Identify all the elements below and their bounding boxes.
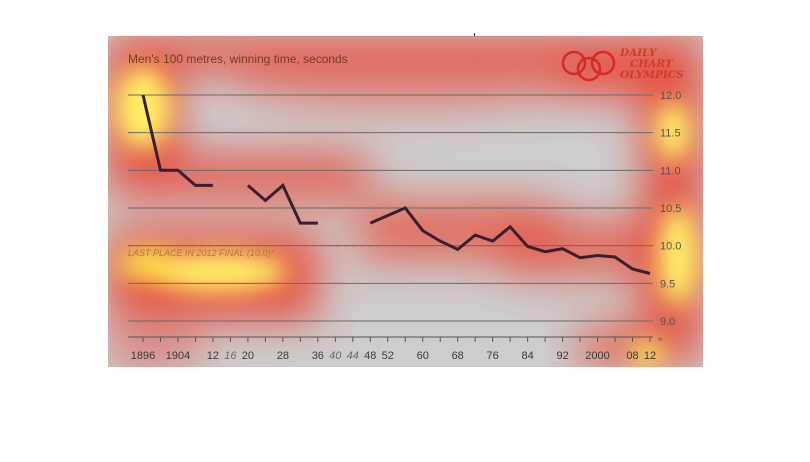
x-tick-label: 84	[521, 350, 533, 362]
x-tick-label: 12	[644, 350, 656, 362]
x-tick-label: 1896	[131, 350, 155, 362]
logo-line-3: OLYMPICS	[620, 69, 684, 81]
line-chart: ≈1896 1904 12 16 20 28 36 40 44 48 52 60 68 76 84 92 200…	[128, 50, 681, 362]
series-line	[369, 206, 651, 275]
x-tick-label: 44	[347, 350, 359, 362]
x-tick-label: 16	[224, 350, 237, 362]
x-tick-label: 48	[364, 350, 376, 362]
x-tick-label: 52	[382, 350, 394, 362]
olympic-ring-icon	[576, 56, 602, 82]
x-tick-label: 92	[556, 350, 568, 362]
y-axis: 9.0 9.5 10.0 10.5 11.0 11.5 12.0	[660, 90, 681, 328]
y-tick-label: 10.5	[660, 203, 681, 215]
y-tick-label: 11.5	[660, 128, 681, 140]
series-line	[246, 182, 318, 225]
x-tick-label: 60	[417, 350, 429, 362]
x-tick-label: 08	[626, 350, 638, 362]
x-tick-label: 36	[312, 350, 324, 362]
x-tick-label: 20	[242, 350, 254, 362]
olympic-ring-icon	[561, 50, 587, 76]
series-line	[141, 94, 213, 187]
daily-chart-logo-text: DAILY CHART OLYMPICS	[620, 48, 684, 81]
chart-title: Men's 100 metres, winning time, seconds	[128, 52, 348, 66]
olympic-ring-icon	[590, 50, 616, 76]
chart-panel: ≈1896 1904 12 16 20 28 36 40 44 48 52 60 68 76 84 92 200…	[108, 36, 703, 367]
top-mark	[474, 33, 475, 36]
logo-line-1: DAILY	[620, 47, 657, 59]
x-tick-label: 40	[329, 350, 342, 362]
x-tick-label: 12	[207, 350, 219, 362]
y-tick-label: 10.0	[660, 241, 681, 253]
y-tick-label: 9.5	[660, 278, 675, 290]
y-tick-label: 11.0	[660, 165, 681, 177]
axis-break-icon: ≈	[658, 334, 663, 344]
x-tick-label: 1904	[166, 350, 190, 362]
gridlines	[128, 94, 653, 322]
y-tick-label: 9.0	[660, 316, 675, 328]
x-tick-label: 2000	[585, 350, 609, 362]
series-group	[141, 94, 651, 275]
x-tick-label: 76	[487, 350, 499, 362]
logo-line-2: CHART	[630, 58, 673, 70]
x-axis: ≈1896 1904 12 16 20 28 36 40 44 48 52 60 68 76 84 92 200…	[128, 334, 663, 362]
x-tick-label: 68	[452, 350, 464, 362]
x-tick-label: 28	[277, 350, 289, 362]
reference-line-label: LAST PLACE IN 2012 FINAL (10.0)*	[128, 248, 274, 258]
y-tick-label: 12.0	[660, 90, 681, 102]
olympic-rings-logo	[561, 50, 616, 82]
